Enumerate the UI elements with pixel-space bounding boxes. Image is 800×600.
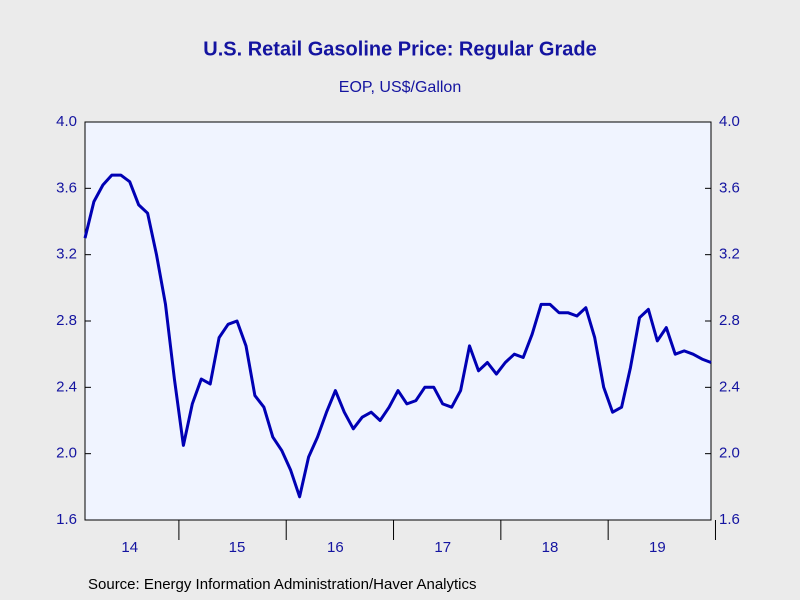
source-note: Source: Energy Information Administratio… [88, 576, 477, 593]
y2-tick-label: 4.0 [719, 113, 740, 130]
x-tick-label: 15 [229, 539, 246, 556]
y-tick-label: 2.4 [56, 378, 77, 395]
x-tick-label: 19 [649, 539, 666, 556]
x-tick-label: 16 [327, 539, 344, 556]
chart-subtitle: EOP, US$/Gallon [339, 79, 461, 96]
y-tick-label: 3.6 [56, 179, 77, 196]
y2-tick-label: 1.6 [719, 511, 740, 528]
x-tick-label: 14 [121, 539, 138, 556]
y2-tick-label: 2.0 [719, 445, 740, 462]
y-tick-label: 1.6 [56, 511, 77, 528]
y2-tick-label: 2.8 [719, 312, 740, 329]
series-line [83, 173, 712, 499]
chart-title: U.S. Retail Gasoline Price: Regular Grad… [203, 38, 596, 60]
y-tick-label: 2.0 [56, 445, 77, 462]
y2-tick-label: 2.4 [719, 378, 740, 395]
x-tick-label: 18 [542, 539, 559, 556]
y-tick-label: 3.2 [56, 246, 77, 263]
plot-area [84, 121, 712, 521]
x-tick-label: 17 [434, 539, 451, 556]
y2-tick-label: 3.2 [719, 246, 740, 263]
y-tick-label: 4.0 [56, 113, 77, 130]
y-tick-label: 2.8 [56, 312, 77, 329]
y2-tick-label: 3.6 [719, 179, 740, 196]
